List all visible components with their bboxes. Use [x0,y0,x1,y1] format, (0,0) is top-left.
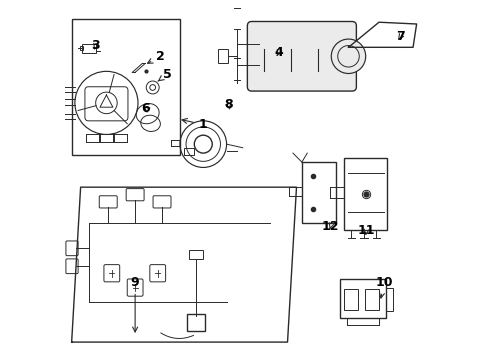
Bar [344,158,386,230]
Text: 9: 9 [131,276,139,332]
Bar [80,46,83,50]
Bar [339,279,386,318]
Text: 8: 8 [224,98,232,111]
Text: 1: 1 [182,118,207,131]
Text: 5: 5 [158,68,171,81]
Bar [301,162,335,223]
Text: 10: 10 [375,276,392,298]
Bar [72,19,180,155]
Text: 11: 11 [357,224,374,237]
Text: 4: 4 [274,46,283,59]
Bar [187,315,204,330]
Circle shape [330,39,365,73]
Text: 2: 2 [147,50,164,63]
Text: 12: 12 [321,220,339,233]
Bar [386,288,392,311]
Bar [217,49,227,63]
Bar [188,250,203,259]
Text: 6: 6 [142,102,150,115]
Text: 3: 3 [91,39,100,52]
Bar [364,289,378,310]
Bar [82,44,96,53]
Bar [183,148,193,155]
Bar [343,289,357,310]
FancyBboxPatch shape [247,22,356,91]
Text: 7: 7 [395,30,404,43]
